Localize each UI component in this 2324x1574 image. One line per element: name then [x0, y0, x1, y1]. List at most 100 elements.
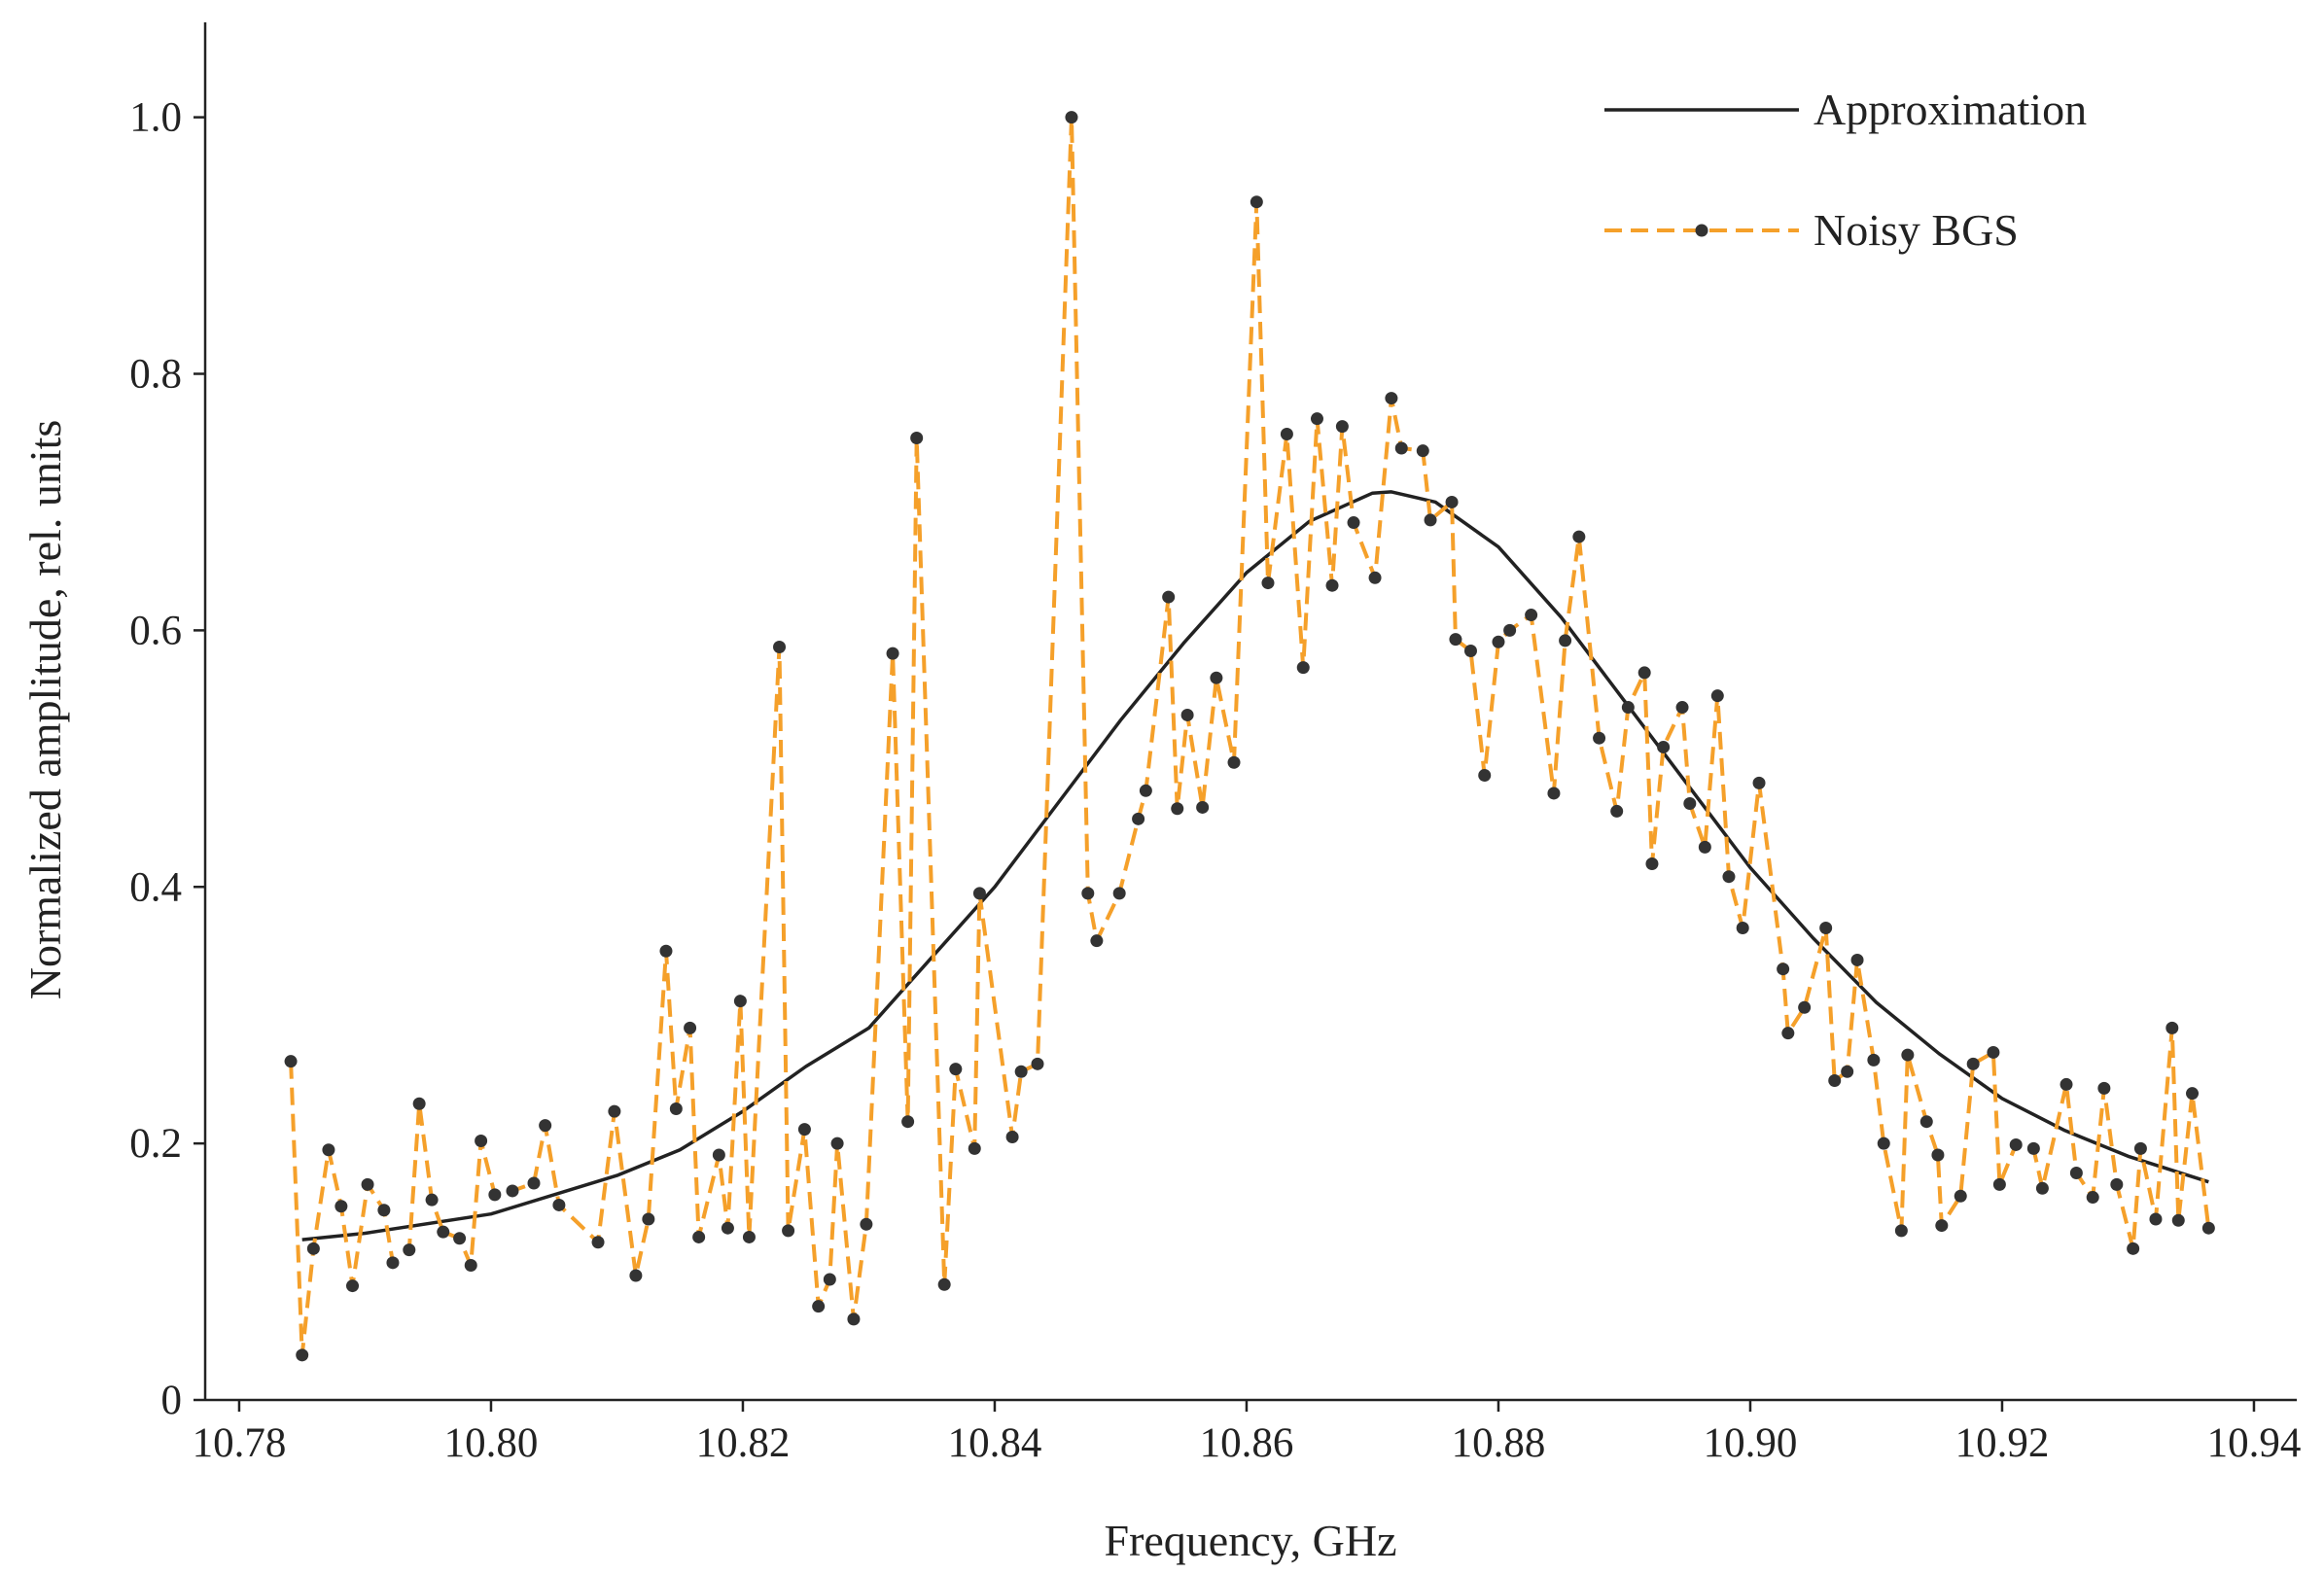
data-point	[1736, 921, 1749, 934]
data-point	[377, 1204, 391, 1217]
y-tick-label: 0.6	[129, 608, 182, 653]
data-point	[527, 1176, 541, 1190]
data-point	[1559, 634, 1572, 647]
data-point	[1296, 661, 1310, 675]
data-point	[830, 1137, 844, 1150]
data-point	[1894, 1224, 1908, 1238]
data-point	[1180, 708, 1194, 721]
data-point	[1593, 731, 1606, 745]
data-point	[1139, 784, 1152, 797]
data-point	[812, 1300, 826, 1313]
data-point	[322, 1143, 335, 1157]
data-point	[2035, 1181, 2049, 1195]
data-point	[1877, 1137, 1890, 1150]
data-point	[2166, 1021, 2179, 1034]
data-point	[1781, 1027, 1795, 1040]
x-tick-label: 10.78	[193, 1420, 287, 1466]
data-point	[1503, 623, 1517, 637]
data-point	[425, 1193, 439, 1207]
legend-label: Approximation	[1813, 85, 2087, 134]
y-tick-label: 1.0	[129, 95, 182, 141]
x-tick-label: 10.90	[1704, 1420, 1798, 1466]
data-point	[797, 1123, 811, 1137]
data-point	[1621, 701, 1635, 715]
y-tick-label: 0.4	[129, 864, 182, 910]
data-point	[2127, 1242, 2140, 1255]
data-point	[1798, 1000, 1812, 1014]
data-point	[1657, 740, 1671, 753]
data-point	[1931, 1148, 1945, 1162]
x-tick-label: 10.86	[1200, 1420, 1294, 1466]
data-point	[1841, 1065, 1854, 1078]
data-point	[712, 1148, 725, 1162]
data-point	[1987, 1045, 2000, 1059]
data-point	[937, 1277, 951, 1291]
data-point	[2069, 1166, 2083, 1179]
data-point	[1966, 1057, 1980, 1070]
data-point	[1227, 755, 1241, 769]
data-point	[412, 1097, 426, 1110]
data-point	[386, 1256, 400, 1270]
y-tick-label: 0.8	[129, 352, 182, 398]
data-point	[1210, 671, 1223, 684]
data-point	[437, 1225, 450, 1239]
data-point	[2133, 1141, 2147, 1155]
data-point	[1090, 934, 1104, 948]
data-point	[1675, 701, 1689, 715]
data-point	[1424, 513, 1437, 527]
x-tick-label: 10.84	[948, 1420, 1042, 1466]
data-point	[1368, 571, 1382, 584]
data-point	[1347, 516, 1360, 530]
data-point	[403, 1243, 416, 1257]
data-point	[1196, 800, 1210, 814]
data-point	[1005, 1131, 1019, 1144]
data-point	[1867, 1053, 1881, 1067]
data-point	[742, 1230, 756, 1243]
x-tick-label: 10.82	[696, 1420, 791, 1466]
data-point	[1394, 441, 1408, 455]
data-point	[629, 1269, 643, 1282]
data-point	[1547, 787, 1561, 800]
data-point	[1031, 1057, 1044, 1070]
data-point	[335, 1200, 348, 1213]
data-point	[608, 1104, 621, 1118]
data-point	[1492, 635, 1505, 648]
data-point	[1449, 633, 1462, 647]
data-point	[2060, 1077, 2073, 1091]
data-point	[1525, 609, 1538, 622]
data-point	[782, 1224, 795, 1238]
data-point	[1416, 444, 1429, 458]
data-point	[1752, 776, 1766, 789]
data-point	[1250, 195, 1263, 209]
data-point	[1065, 111, 1078, 124]
legend-label: Noisy BGS	[1813, 205, 2019, 255]
data-point	[1698, 840, 1711, 854]
data-point	[1710, 689, 1724, 703]
data-point	[684, 1021, 697, 1034]
data-point	[488, 1188, 502, 1202]
x-axis-title: Frequency, GHz	[1104, 1516, 1396, 1565]
data-point	[1777, 962, 1790, 976]
data-point	[296, 1348, 309, 1362]
data-point	[1385, 392, 1398, 405]
data-point	[1722, 870, 1736, 884]
data-point	[1919, 1115, 1933, 1129]
data-point	[1610, 804, 1624, 818]
data-point	[1171, 802, 1184, 816]
data-point	[1572, 530, 1586, 543]
data-point	[591, 1236, 605, 1249]
data-point	[539, 1119, 552, 1133]
data-point	[910, 431, 924, 444]
data-point	[475, 1134, 488, 1147]
data-point	[1280, 428, 1293, 441]
data-point	[1310, 412, 1323, 426]
data-point	[2026, 1141, 2040, 1155]
data-point	[346, 1279, 360, 1293]
data-point	[1637, 666, 1651, 680]
data-point	[1478, 768, 1492, 782]
data-point	[1901, 1048, 1915, 1062]
data-point	[1335, 420, 1349, 434]
data-point	[2097, 1081, 2111, 1095]
data-point	[453, 1232, 467, 1245]
